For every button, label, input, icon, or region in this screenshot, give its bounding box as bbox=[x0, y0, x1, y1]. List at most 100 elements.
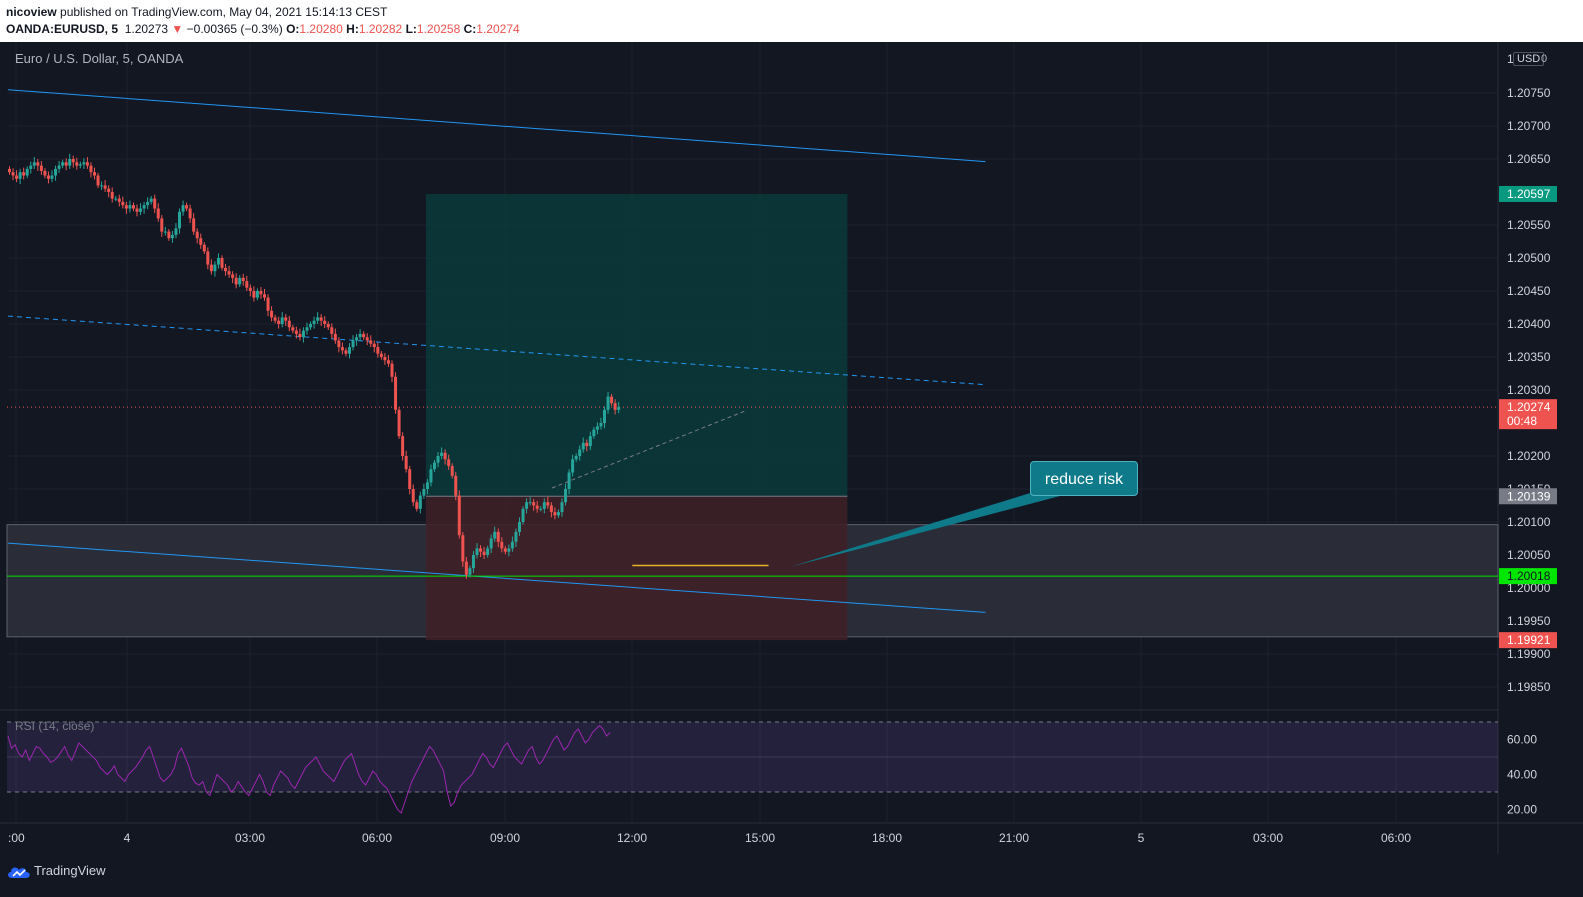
candle-body bbox=[518, 522, 521, 532]
candle bbox=[493, 526, 497, 542]
candle-body bbox=[280, 317, 284, 324]
price-label-last: 1.20274 bbox=[1507, 400, 1551, 414]
candle bbox=[319, 314, 323, 326]
price-label-target: 1.20597 bbox=[1507, 187, 1551, 201]
candle-body bbox=[220, 258, 224, 268]
candle-body bbox=[170, 234, 174, 239]
candle-body bbox=[397, 409, 401, 437]
candle-body bbox=[312, 320, 316, 324]
currency-badge[interactable]: USD bbox=[1513, 52, 1545, 66]
candle bbox=[362, 331, 366, 340]
price-change: −0.00365 (−0.3%) bbox=[186, 22, 283, 36]
candle-body bbox=[365, 337, 369, 341]
candle-body bbox=[546, 502, 550, 506]
candle-body bbox=[394, 376, 398, 410]
candle bbox=[216, 253, 220, 269]
candle bbox=[404, 450, 408, 473]
candle-body bbox=[96, 175, 100, 186]
candle-body bbox=[408, 469, 412, 489]
candle-body bbox=[390, 363, 394, 377]
tradingview-brand[interactable]: TradingView bbox=[34, 863, 106, 878]
candle bbox=[379, 351, 383, 360]
candle-body bbox=[464, 561, 468, 575]
candle-body bbox=[433, 462, 436, 470]
candle bbox=[507, 544, 511, 557]
candle-body bbox=[606, 396, 610, 410]
candle-body bbox=[496, 531, 500, 542]
candle-body bbox=[340, 347, 344, 351]
candle bbox=[241, 273, 245, 286]
candle-body bbox=[486, 548, 490, 555]
candle-body bbox=[43, 170, 47, 176]
price-tick-label: 1.20450 bbox=[1507, 284, 1551, 298]
price-tick-label: 1.20100 bbox=[1507, 515, 1551, 529]
scale-settings-icon[interactable]: 0 bbox=[1541, 53, 1548, 65]
candle bbox=[422, 483, 426, 499]
high-label: H: bbox=[346, 22, 359, 36]
candle-body bbox=[124, 205, 128, 209]
reduce-risk-callout[interactable]: reduce risk bbox=[1030, 461, 1138, 496]
candle-body bbox=[337, 340, 341, 348]
candle bbox=[546, 496, 550, 509]
candle bbox=[532, 498, 536, 511]
candle-body bbox=[64, 162, 68, 166]
candle bbox=[585, 439, 589, 452]
candle-body bbox=[560, 502, 564, 513]
candle-body bbox=[383, 357, 387, 361]
candle-body bbox=[326, 324, 330, 328]
candle-body bbox=[277, 320, 281, 324]
chart-canvas[interactable]: 1.20750 1.20700 1.20650 1.20550 1.20500 1.204… bbox=[0, 42, 1583, 856]
candle bbox=[376, 342, 380, 358]
candle bbox=[135, 204, 139, 217]
candle-body bbox=[319, 317, 323, 321]
candle bbox=[386, 355, 390, 367]
candle bbox=[103, 180, 107, 192]
candle bbox=[29, 161, 33, 174]
candle bbox=[117, 194, 121, 207]
candle bbox=[287, 316, 291, 332]
candle-body bbox=[185, 205, 189, 209]
candle-body bbox=[36, 162, 40, 166]
candle-body bbox=[510, 541, 514, 549]
candle bbox=[606, 391, 610, 414]
time-tick-label: :00 bbox=[8, 831, 25, 845]
candle bbox=[348, 343, 351, 359]
candle bbox=[525, 498, 529, 514]
price-tick-label: 1.20500 bbox=[1507, 251, 1551, 265]
price-label-stop: 1.19921 bbox=[1507, 633, 1551, 647]
candle-body bbox=[149, 198, 153, 202]
candle bbox=[50, 170, 54, 183]
candle-body bbox=[553, 512, 557, 516]
candle-body bbox=[163, 231, 167, 233]
candle bbox=[415, 499, 419, 512]
candle-body bbox=[15, 175, 19, 179]
price-tick-label: 1.20300 bbox=[1507, 383, 1551, 397]
candle-body bbox=[447, 459, 451, 466]
candle-body bbox=[85, 162, 89, 166]
candle-body bbox=[355, 337, 359, 341]
candle bbox=[411, 484, 415, 507]
candle bbox=[344, 347, 348, 357]
candle-body bbox=[103, 185, 107, 189]
price-tick-label: 1.19900 bbox=[1507, 647, 1551, 661]
candle bbox=[11, 168, 15, 181]
candle-body bbox=[500, 541, 504, 549]
candle bbox=[503, 545, 507, 555]
candle-body bbox=[93, 172, 96, 176]
candle bbox=[181, 200, 185, 216]
candle bbox=[213, 261, 217, 277]
candle bbox=[266, 294, 270, 317]
candle-body bbox=[475, 548, 479, 555]
publisher-name[interactable]: nicoview bbox=[6, 5, 57, 19]
candle bbox=[316, 312, 320, 324]
candle-body bbox=[581, 442, 585, 450]
candle-body bbox=[209, 264, 213, 272]
candle bbox=[425, 479, 429, 495]
candle-body bbox=[61, 162, 65, 166]
candle bbox=[139, 203, 143, 216]
candle-body bbox=[585, 442, 589, 447]
candle bbox=[433, 459, 436, 472]
candle bbox=[61, 159, 65, 169]
candle bbox=[592, 426, 596, 439]
candle-body bbox=[213, 264, 217, 272]
